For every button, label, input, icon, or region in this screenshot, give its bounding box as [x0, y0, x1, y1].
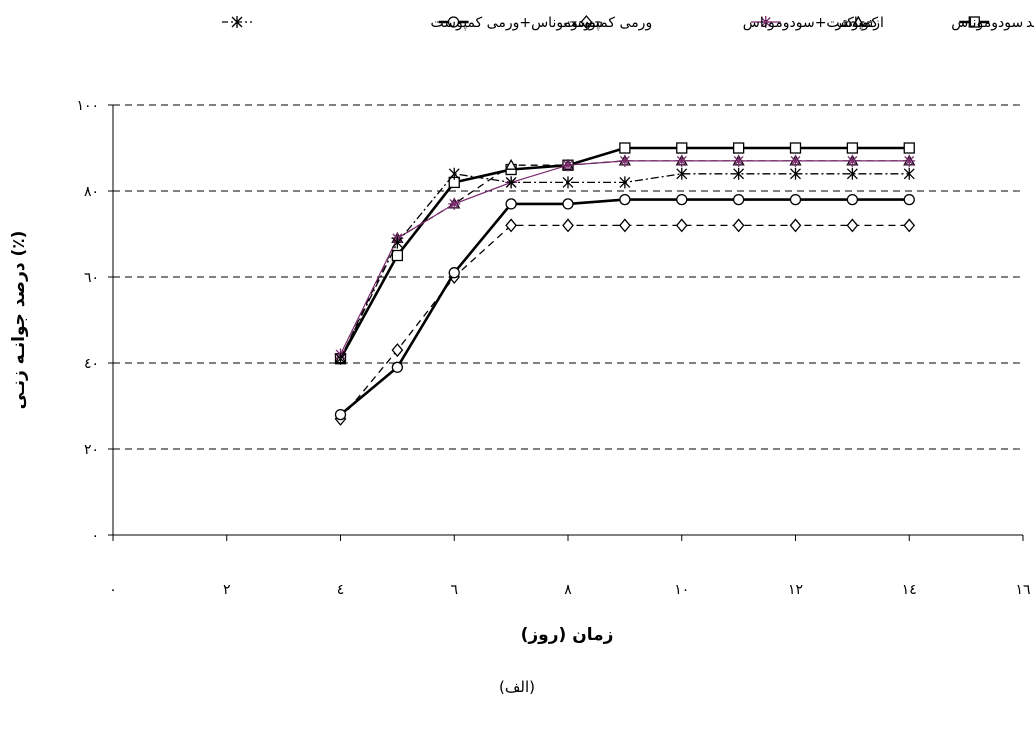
data-point — [846, 142, 859, 154]
data-point — [789, 193, 802, 206]
series-group — [334, 142, 916, 426]
x-tick-label: ٠ — [109, 582, 117, 598]
legend-item: ورمی کمپوست — [438, 15, 652, 31]
data-point — [733, 167, 745, 180]
data-point — [789, 218, 802, 233]
data-point — [903, 193, 915, 206]
y-tick-label: ٤٠ — [84, 356, 99, 372]
data-point — [789, 142, 802, 154]
y-tick-label: ٨٠ — [84, 184, 99, 200]
series-5 — [334, 193, 915, 421]
data-point — [676, 167, 688, 180]
y-tick-label: ١٠٠ — [76, 98, 99, 114]
legend-label: ورمی کمپوست — [563, 15, 652, 31]
data-point — [675, 218, 688, 233]
legend-marker — [447, 16, 460, 28]
data-point — [846, 154, 859, 167]
x-tick-label: ٦ — [450, 582, 458, 598]
legend-label: سودوموناس — [951, 15, 1023, 31]
data-point — [618, 154, 631, 167]
data-point — [505, 218, 517, 233]
data-point — [675, 154, 688, 167]
series-1 — [334, 142, 915, 365]
y-axis-label: درصد جوانـه زنـی (٪) — [9, 231, 29, 410]
data-point — [505, 158, 518, 170]
data-point — [732, 154, 745, 167]
data-point — [903, 167, 915, 180]
data-point — [619, 176, 631, 189]
legend-item: سودوموناس — [843, 15, 1023, 31]
legend-marker — [759, 16, 772, 28]
data-point — [391, 361, 404, 373]
data-point — [903, 154, 916, 167]
data-point — [505, 176, 517, 189]
x-tick-label: ٢ — [223, 582, 231, 598]
legend-marker — [231, 16, 243, 28]
data-point — [505, 198, 517, 210]
data-point — [562, 198, 574, 210]
legend-item: شاهد — [959, 15, 1034, 31]
series-4 — [334, 218, 916, 426]
legend-marker — [852, 15, 865, 27]
data-point — [391, 236, 403, 249]
series-line — [339, 160, 910, 355]
data-point — [448, 267, 460, 279]
x-tick-label: ١٤ — [902, 582, 917, 598]
data-point — [619, 218, 631, 233]
axes: ٠ ٢٠ ٤٠ ٦٠ ٨٠ ١٠٠ ٠ ٢ ٤ ٦ ٨ ١٠ ١٢ ١٤ ١٦ — [76, 98, 1030, 598]
data-point — [562, 176, 574, 189]
data-point — [334, 408, 347, 421]
data-point — [732, 142, 745, 154]
legend-item: سودوموناس+ورمی کمپوست — [222, 15, 603, 31]
y-tick-label: ٠ — [91, 528, 99, 544]
y-tick-label: ٦٠ — [84, 270, 99, 286]
x-tick-label: ٨ — [564, 582, 572, 598]
x-tick-label: ٤ — [337, 582, 345, 598]
data-point — [391, 249, 404, 262]
legend-label: شاهد — [1026, 15, 1034, 31]
data-point — [562, 218, 574, 233]
x-tick-label: ١٠ — [674, 582, 689, 598]
data-point — [562, 159, 574, 172]
data-point — [619, 142, 631, 154]
data-point — [903, 142, 915, 154]
data-point — [846, 193, 859, 206]
legend-item: کمپوست+سودوموناس — [571, 14, 879, 31]
data-point — [846, 218, 859, 233]
data-point — [790, 167, 801, 180]
data-point — [846, 167, 858, 180]
data-point — [676, 142, 688, 154]
x-axis-label: زمان (روز) — [521, 625, 614, 645]
data-point — [335, 352, 346, 365]
series-6 — [335, 167, 915, 365]
x-tick-label: ١٢ — [788, 582, 803, 598]
data-point — [448, 167, 460, 180]
y-tick-label: ٢٠ — [84, 442, 99, 458]
gridlines — [113, 104, 1023, 450]
x-tick-label: ١٦ — [1015, 582, 1030, 598]
figure-caption: (الف) — [499, 678, 535, 696]
data-point — [732, 218, 745, 233]
data-point — [732, 193, 745, 206]
data-point — [391, 343, 404, 358]
data-point — [448, 197, 461, 210]
legend-marker — [968, 16, 980, 28]
legend-item: ازتوباکتر — [750, 15, 884, 31]
legend-label: کمپوست+سودوموناس — [743, 15, 879, 31]
legend-label: سودوموناس+ورمی کمپوست — [431, 15, 604, 31]
legend-label: ازتوباکتر — [834, 15, 884, 31]
data-point — [676, 193, 688, 206]
data-point — [903, 218, 916, 233]
data-point — [619, 193, 631, 206]
legend-marker — [580, 14, 593, 30]
data-point — [789, 154, 802, 167]
